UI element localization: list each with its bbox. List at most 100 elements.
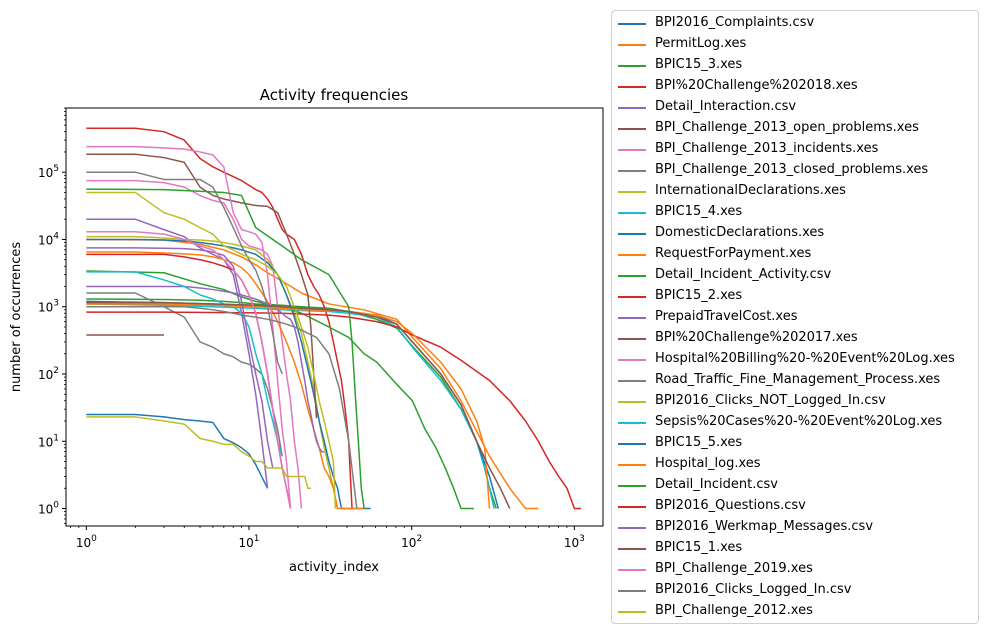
- legend-item: Road_Traffic_Fine_Management_Process.xes: [612, 371, 978, 392]
- plot-frame: [65, 107, 604, 527]
- x-tick-label-4: 103: [564, 534, 585, 550]
- series-line-28: [86, 305, 358, 509]
- legend-label: BPI2016_Werkmap_Messages.csv: [655, 519, 874, 534]
- legend-item: BPI_Challenge_2013_open_problems.xes: [612, 119, 978, 140]
- legend-label: BPI_Challenge_2013_open_problems.xes: [655, 120, 919, 135]
- legend-swatch: [618, 317, 646, 319]
- legend-swatch: [618, 128, 646, 130]
- series-line-1: [86, 413, 269, 489]
- y-axis-label: number of occurrences: [9, 242, 24, 393]
- x-axis-label: activity_index: [289, 560, 379, 575]
- legend-swatch: [618, 65, 646, 67]
- legend-item: BPI2016_Complaints.csv: [612, 14, 978, 35]
- legend-label: Road_Traffic_Fine_Management_Process.xes: [655, 372, 941, 387]
- x-tick-label-3: 102: [401, 534, 422, 550]
- legend-label: BPIC15_3.xes: [655, 57, 743, 72]
- series-line-19: [86, 191, 337, 509]
- legend-item: RequestForPayment.xes: [612, 245, 978, 266]
- legend-swatch: [618, 44, 646, 46]
- legend-item: BPI_Challenge_2019.xes: [612, 560, 978, 581]
- legend-item: BPI2016_Questions.csv: [612, 497, 978, 518]
- chart-title: Activity frequencies: [260, 86, 409, 104]
- legend-item: PermitLog.xes: [612, 35, 978, 56]
- legend-swatch: [618, 86, 646, 88]
- legend-label: Sepsis%20Cases%20-%20Event%20Log.xes: [655, 414, 943, 429]
- legend-label: BPIC15_5.xes: [655, 435, 743, 450]
- series-line-25: [86, 247, 274, 469]
- legend-item: Hospital%20Billing%20-%20Event%20Log.xes: [612, 350, 978, 371]
- series-line-20: [86, 271, 283, 457]
- series-line-2: [86, 238, 539, 510]
- legend-item: BPIC15_3.xes: [612, 56, 978, 77]
- legend-swatch: [618, 254, 646, 256]
- legend-swatch: [618, 548, 646, 550]
- legend-swatch: [618, 275, 646, 277]
- legend-label: RequestForPayment.xes: [655, 246, 812, 261]
- legend-label: BPI%20Challenge%202018.xes: [655, 78, 858, 93]
- series-line-27: [86, 231, 292, 509]
- x-tick-label-1: 100: [76, 534, 97, 550]
- legend-swatch: [618, 464, 646, 466]
- legend-swatch: [618, 527, 646, 529]
- legend-swatch: [618, 611, 646, 613]
- legend-label: BPI_Challenge_2019.xes: [655, 561, 813, 576]
- series-line-26: [86, 301, 511, 509]
- legend-label: Detail_Incident.csv: [655, 477, 778, 492]
- y-tick-label-4: 103: [38, 299, 59, 315]
- legend-label: BPI%20Challenge%202017.xes: [655, 330, 858, 345]
- legend-swatch: [618, 359, 646, 361]
- legend-item: BPI%20Challenge%202017.xes: [612, 329, 978, 350]
- plot-lines: [86, 127, 582, 510]
- legend-label: BPI_Challenge_2012.xes: [655, 603, 813, 618]
- legend-item: Detail_Incident.csv: [612, 476, 978, 497]
- legend-label: BPIC15_1.xes: [655, 540, 743, 555]
- y-tick-label-3: 102: [38, 366, 59, 382]
- legend-label: InternationalDeclarations.xes: [655, 183, 846, 198]
- series-line-21: [86, 300, 500, 509]
- series-line-15: [86, 285, 325, 453]
- legend-label: Detail_Interaction.csv: [655, 99, 797, 114]
- legend-item: Detail_Incident_Activity.csv: [612, 266, 978, 287]
- legend-item: Hospital_log.xes: [612, 455, 978, 476]
- legend-swatch: [618, 191, 646, 193]
- series-line-9: [86, 235, 339, 509]
- legend-item: BPI2016_Werkmap_Messages.csv: [612, 518, 978, 539]
- series-line-11: [86, 238, 371, 510]
- legend-item: DomesticDeclarations.xes: [612, 224, 978, 245]
- series-line-7: [86, 179, 303, 509]
- legend-item: BPIC15_1.xes: [612, 539, 978, 560]
- legend-label: BPI2016_Clicks_NOT_Logged_In.csv: [655, 393, 886, 408]
- legend-label: BPIC15_4.xes: [655, 204, 743, 219]
- legend-swatch: [618, 569, 646, 571]
- series-line-23: [86, 188, 365, 509]
- legend-item: BPI_Challenge_2012.xes: [612, 602, 978, 623]
- y-tick-label-6: 105: [38, 164, 59, 180]
- x-tick-label-2: 101: [238, 534, 259, 550]
- y-tick-label-1: 100: [38, 501, 59, 517]
- legend-item: BPI_Challenge_2013_incidents.xes: [612, 140, 978, 161]
- chart-legend: BPI2016_Complaints.csv PermitLog.xes BPIC1…: [611, 10, 979, 624]
- legend-item: BPI_Challenge_2013_closed_problems.xes: [612, 161, 978, 182]
- legend-swatch: [618, 23, 646, 25]
- legend-item: BPI%20Challenge%202018.xes: [612, 77, 978, 98]
- legend-swatch: [618, 401, 646, 403]
- legend-label: BPI2016_Questions.csv: [655, 498, 806, 513]
- legend-item: BPI2016_Clicks_NOT_Logged_In.csv: [612, 392, 978, 413]
- series-line-29: [86, 416, 311, 490]
- legend-swatch: [618, 296, 646, 298]
- legend-item: Sepsis%20Cases%20-%20Event%20Log.xes: [612, 413, 978, 434]
- legend-label: PermitLog.xes: [655, 36, 747, 51]
- legend-swatch: [618, 506, 646, 508]
- legend-label: BPI_Challenge_2013_incidents.xes: [655, 141, 879, 156]
- y-tick-label-2: 101: [38, 433, 59, 449]
- legend-swatch: [618, 338, 646, 340]
- x-axis-ticks: 100 101 102 103: [70, 526, 585, 550]
- legend-swatch: [618, 443, 646, 445]
- series-line-16: [86, 153, 318, 419]
- legend-item: PrepaidTravelCost.xes: [612, 308, 978, 329]
- legend-swatch: [618, 233, 646, 235]
- series-line-22: [86, 303, 491, 509]
- legend-item: BPI2016_Clicks_Logged_In.csv: [612, 581, 978, 602]
- legend-swatch: [618, 212, 646, 214]
